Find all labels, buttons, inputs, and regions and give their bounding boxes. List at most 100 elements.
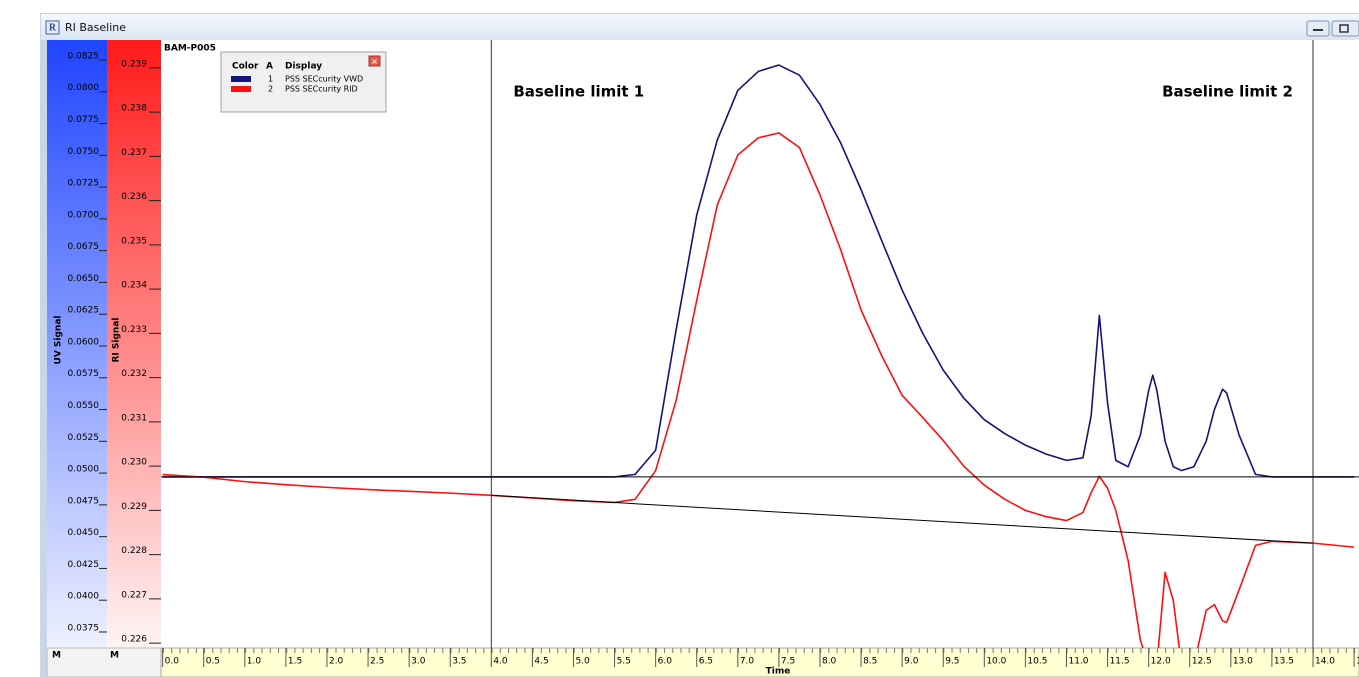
legend-header: A <box>266 62 273 72</box>
y-tick-label: 0.0550 <box>68 401 100 411</box>
legend-swatch <box>231 86 251 92</box>
uv-axis-panel <box>47 40 107 648</box>
y-tick-label: 0.0600 <box>68 337 100 347</box>
x-tick-label: 10.5 <box>1027 657 1047 667</box>
y2-tick-label: 0.228 <box>121 546 147 556</box>
app-icon-letter: R <box>49 22 57 33</box>
y2-tick-label: 0.226 <box>121 635 147 645</box>
app-icon <box>45 20 60 35</box>
x-tick-label: 0.5 <box>206 657 220 667</box>
x-tick-label: 13.0 <box>1233 657 1253 667</box>
legend-id: 2 <box>268 85 273 94</box>
x-tick-label: 14.5 <box>1356 657 1359 667</box>
x-tick-label: 0.0 <box>165 657 180 667</box>
axis-footer <box>46 647 162 677</box>
x-tick-label: 3.5 <box>452 657 466 667</box>
y2-tick-label: 0.236 <box>121 192 147 202</box>
baseline-limit-label: Baseline limit 1 <box>513 83 644 101</box>
y2-tick-label: 0.239 <box>121 59 147 69</box>
legend-label: PSS SECcurity VWD <box>285 75 363 84</box>
x-tick-label: 7.0 <box>740 657 755 667</box>
x-tick-label: 4.0 <box>493 657 508 667</box>
y-tick-label: 0.0475 <box>68 496 100 506</box>
minimize-button[interactable] <box>1306 20 1330 37</box>
y-tick-label: 0.0825 <box>68 51 100 61</box>
y-tick-label: 0.0575 <box>68 369 100 379</box>
window-title: RI Baseline <box>65 21 126 34</box>
x-tick-label: 10.0 <box>986 657 1006 667</box>
ri-axis-panel <box>107 40 161 648</box>
x-tick-label: 6.5 <box>699 657 713 667</box>
y2-tick-label: 0.238 <box>121 104 147 114</box>
title-bar <box>41 14 1359 40</box>
x-tick-label: 12.0 <box>1151 657 1171 667</box>
x-tick-label: 11.0 <box>1068 657 1088 667</box>
legend-header: Display <box>285 62 322 72</box>
legend-close-icon: × <box>371 57 378 66</box>
baseline-limit-label: Baseline limit 2 <box>1162 83 1293 101</box>
y2-tick-label: 0.230 <box>121 458 147 468</box>
y-tick-label: 0.0725 <box>68 179 100 189</box>
y2-tick-label: 0.237 <box>121 148 147 158</box>
x-tick-label: 5.5 <box>617 657 631 667</box>
y-tick-label: 0.0700 <box>68 210 100 220</box>
uv-axis-marker: M <box>52 651 61 661</box>
y-tick-label: 0.0375 <box>68 623 100 633</box>
baseline <box>491 494 1314 544</box>
restore-button[interactable] <box>1331 20 1359 37</box>
y-tick-label: 0.0450 <box>68 528 100 538</box>
ruler-minor-ticks <box>161 648 1359 654</box>
y2-tick-label: 0.227 <box>121 590 147 600</box>
y2-tick-label: 0.234 <box>121 281 147 291</box>
restore-icon <box>1339 24 1349 33</box>
x-tick-label: 8.5 <box>863 657 877 667</box>
ri-axis-title: RI Signal <box>112 318 122 363</box>
sample-name: BAM-P005 <box>164 44 216 54</box>
plot-area <box>161 40 1359 648</box>
y-tick-label: 0.0400 <box>68 592 100 602</box>
y2-tick-label: 0.231 <box>121 413 147 423</box>
x-tick-label: 11.5 <box>1110 657 1130 667</box>
y2-tick-label: 0.229 <box>121 502 147 512</box>
x-tick-label: 1.0 <box>247 657 262 667</box>
y-tick-label: 0.0750 <box>68 147 100 157</box>
x-tick-label: 7.5 <box>781 657 795 667</box>
x-tick-label: 5.0 <box>575 657 590 667</box>
legend-label: PSS SECcurity RID <box>285 85 358 94</box>
plot-layer <box>161 40 1359 648</box>
uv-axis-title: UV Signal <box>54 316 64 365</box>
x-tick-label: 2.0 <box>329 657 344 667</box>
y2-tick-label: 0.232 <box>121 369 147 379</box>
ri-axis-marker: M <box>110 651 119 661</box>
x-tick-label: 6.0 <box>658 657 673 667</box>
x-tick-label: 3.0 <box>411 657 426 667</box>
x-tick-label: 4.5 <box>534 657 548 667</box>
window-border <box>41 40 47 677</box>
legend-id: 1 <box>268 75 273 84</box>
x-tick-label: 8.0 <box>822 657 837 667</box>
legend: × Color A Display 1 PSS SECcurity VWD 2 PSS… <box>220 51 387 113</box>
legend-header: Color <box>232 62 259 72</box>
x-tick-label: 9.0 <box>904 657 919 667</box>
y-tick-label: 0.0650 <box>68 274 100 284</box>
x-tick-label: 2.5 <box>370 657 384 667</box>
y-tick-label: 0.0675 <box>68 242 100 252</box>
x-tick-label: 13.5 <box>1274 657 1294 667</box>
x-tick-label: 12.5 <box>1192 657 1212 667</box>
x-tick-label: 1.5 <box>288 657 302 667</box>
y-tick-label: 0.0500 <box>68 465 100 475</box>
y2-tick-label: 0.235 <box>121 236 147 246</box>
legend-close[interactable] <box>368 55 381 67</box>
x-axis-title: Time <box>766 667 791 677</box>
y2-tick-label: 0.233 <box>121 325 147 335</box>
y-tick-label: 0.0625 <box>68 306 100 316</box>
y-tick-label: 0.0775 <box>68 115 100 125</box>
x-tick-label: 14.0 <box>1315 657 1335 667</box>
y-tick-label: 0.0425 <box>68 560 100 570</box>
legend-swatch <box>231 76 251 82</box>
y-tick-label: 0.0525 <box>68 433 100 443</box>
y-tick-label: 0.0800 <box>68 83 100 93</box>
x-tick-label: 9.5 <box>945 657 959 667</box>
